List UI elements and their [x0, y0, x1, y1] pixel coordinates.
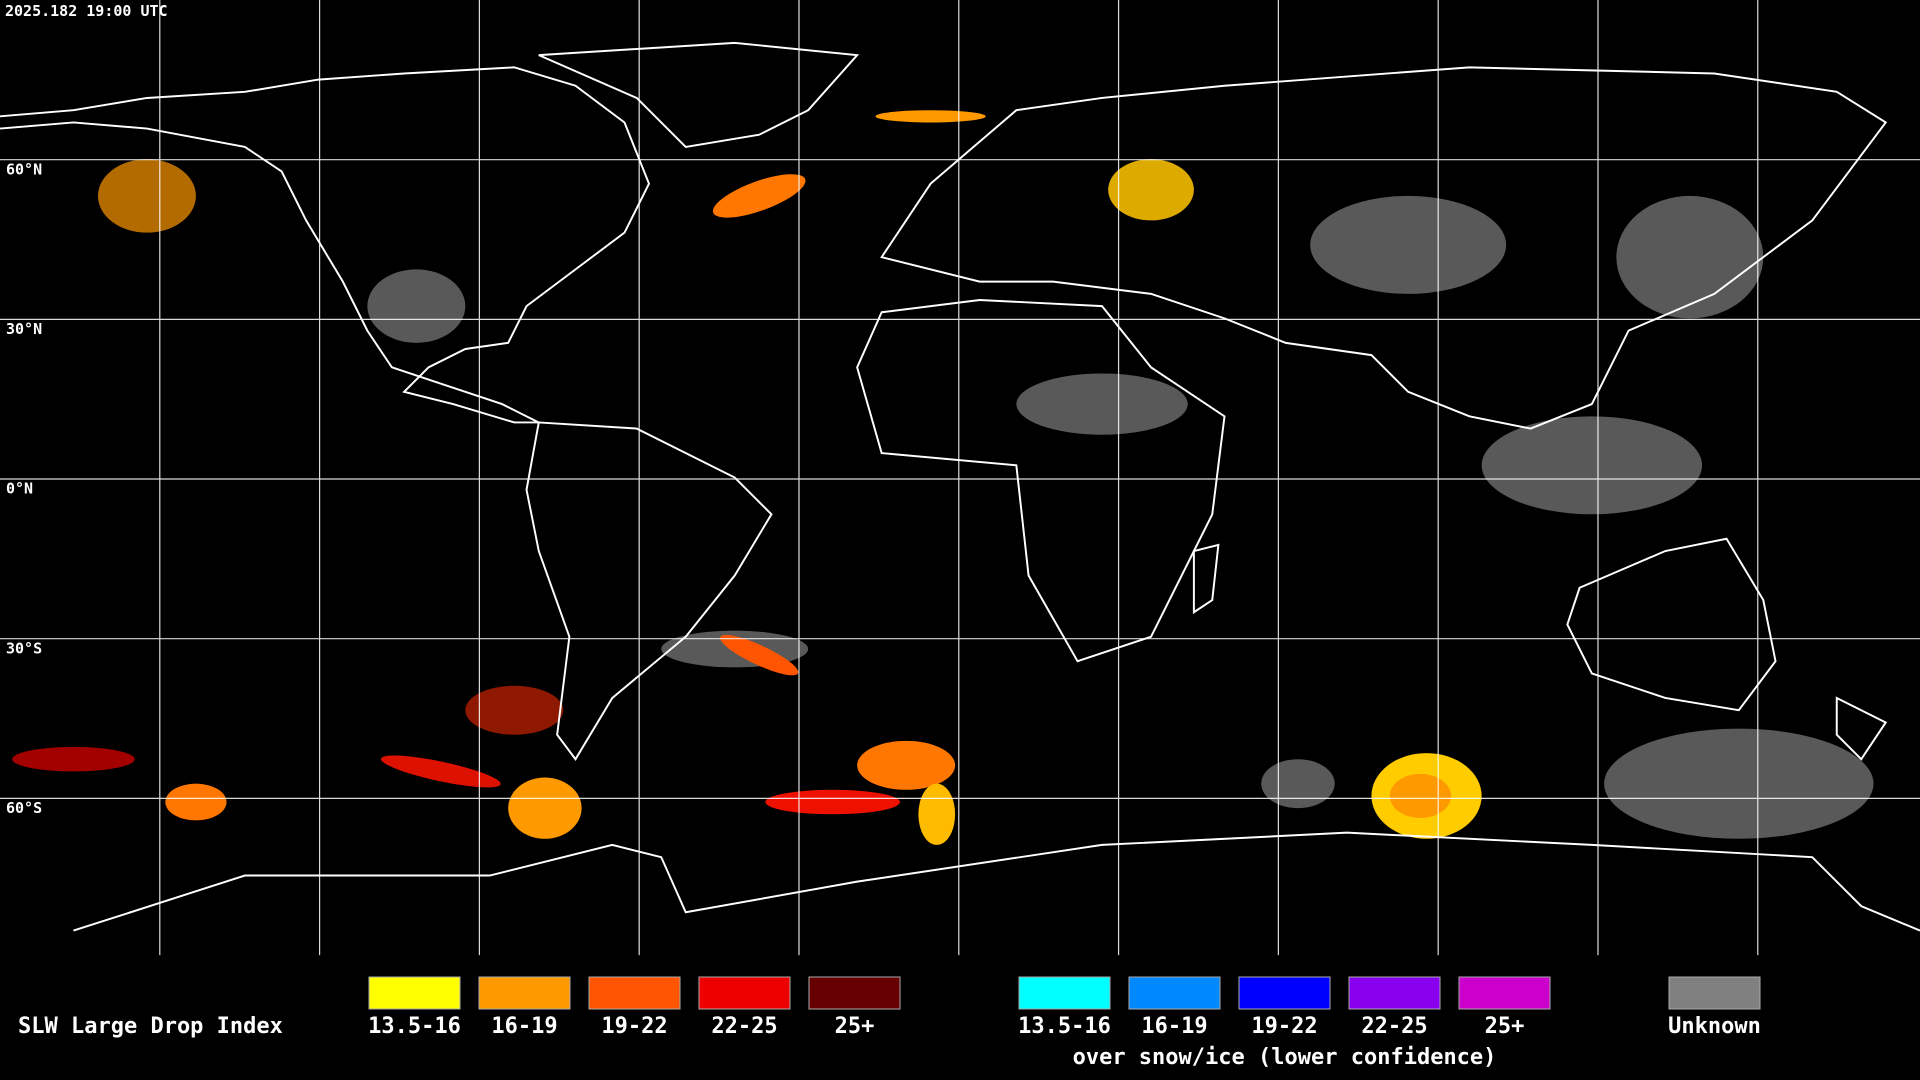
legend-label: 19-22	[1251, 1014, 1317, 1039]
latitude-label: 60°S	[6, 799, 42, 817]
legend-label: 19-22	[601, 1014, 667, 1039]
legend-label: 22-25	[711, 1014, 777, 1039]
legend-label: 13.5-16	[1018, 1014, 1111, 1039]
legend-subtitle: over snow/ice (lower confidence)	[1073, 1045, 1497, 1070]
latitude-labels: 60°N 30°N 0°N 30°S 60°S	[6, 160, 42, 817]
legend-swatch	[1018, 976, 1111, 1010]
legend-label: 16-19	[1141, 1014, 1207, 1039]
latitude-label: 30°S	[6, 639, 42, 657]
latitude-label: 30°N	[6, 320, 42, 338]
graticule	[0, 0, 1920, 956]
legend-swatch	[1128, 976, 1221, 1010]
timestamp: 2025.182 19:00 UTC	[5, 2, 168, 20]
legend-label: 25+	[835, 1014, 875, 1039]
legend-swatch	[368, 976, 461, 1010]
slw-detections	[12, 110, 1482, 845]
legend-swatch	[478, 976, 571, 1010]
unknown-cloud-areas	[367, 195, 1874, 839]
latitude-label: 60°N	[6, 160, 42, 178]
legend-swatch	[588, 976, 681, 1010]
legend: SLW Large Drop Index 13.5-16 16-19 19-22 22…	[18, 976, 1761, 1070]
legend-swatch	[1238, 976, 1331, 1010]
map-layer	[0, 0, 1920, 956]
legend-label: Unknown	[1668, 1014, 1761, 1039]
legend-swatch	[1458, 976, 1551, 1010]
coastlines	[0, 41, 1920, 932]
legend-title: SLW Large Drop Index	[18, 1014, 283, 1039]
legend-swatch	[1348, 976, 1441, 1010]
legend-label: 25+	[1485, 1014, 1525, 1039]
latitude-label: 0°N	[6, 480, 33, 498]
legend-swatch	[698, 976, 791, 1010]
legend-label: 22-25	[1361, 1014, 1427, 1039]
legend-swatch	[808, 976, 901, 1010]
legend-label: 13.5-16	[368, 1014, 461, 1039]
legend-label: 16-19	[491, 1014, 557, 1039]
legend-swatch	[1668, 976, 1761, 1010]
